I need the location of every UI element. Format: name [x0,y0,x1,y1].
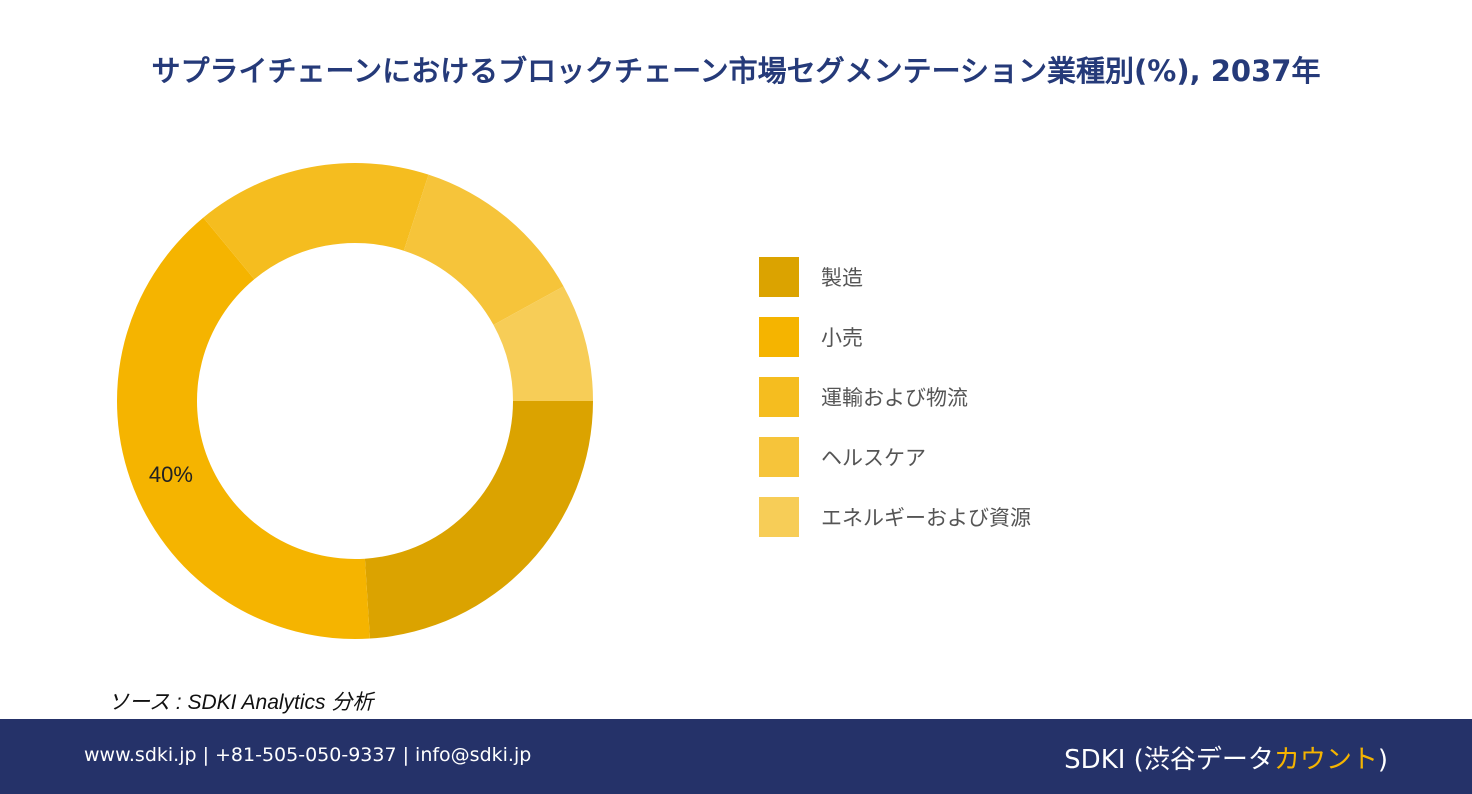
legend-item-3: 運輸および物流 [759,377,1031,417]
brand-logo: SDKI (渋谷データカウント) [1064,739,1388,776]
data-label-2: 40% [149,462,193,487]
legend-label: エネルギーおよび資源 [821,506,1031,530]
legend-swatch [759,257,799,297]
donut-slice-2 [116,217,370,639]
legend-item-2: 小売 [759,317,1031,357]
donut-slice-1 [364,401,593,639]
donut-slice-4 [403,174,564,325]
donut-slice-3 [203,163,429,280]
legend-label: ヘルスケア [821,446,926,470]
chart-title: サプライチェーンにおけるブロックチェーン市場セグメンテーション業種別(%), 2… [151,54,1321,88]
donut-chart: 40% [116,163,593,639]
legend-label: 小売 [821,326,863,350]
legend-swatch [759,317,799,357]
brand-suffix: ) [1377,745,1388,775]
donut-slice-5 [493,286,593,401]
legend-swatch [759,437,799,477]
chart-legend: 製造小売運輸および物流 ヘルスケアエネルギーおよび資源 [759,257,1031,557]
legend-item-1: 製造 [759,257,1031,297]
brand-prefix: SDKI (渋谷データ [1064,745,1274,775]
source-note: ソース : SDKI Analytics 分析 [108,691,374,714]
legend-swatch [759,497,799,537]
brand-accent: カウント [1273,745,1378,775]
legend-label: 運輸および物流 [821,386,968,410]
legend-item-4: ヘルスケア [759,437,1031,477]
footer-bar: www.sdki.jp | +81-505-050-9337 | info@sd… [0,719,1472,794]
legend-item-5: エネルギーおよび資源 [759,497,1031,537]
legend-label: 製造 [821,266,863,290]
footer-contact: www.sdki.jp | +81-505-050-9337 | info@sd… [84,744,532,766]
legend-swatch [759,377,799,417]
